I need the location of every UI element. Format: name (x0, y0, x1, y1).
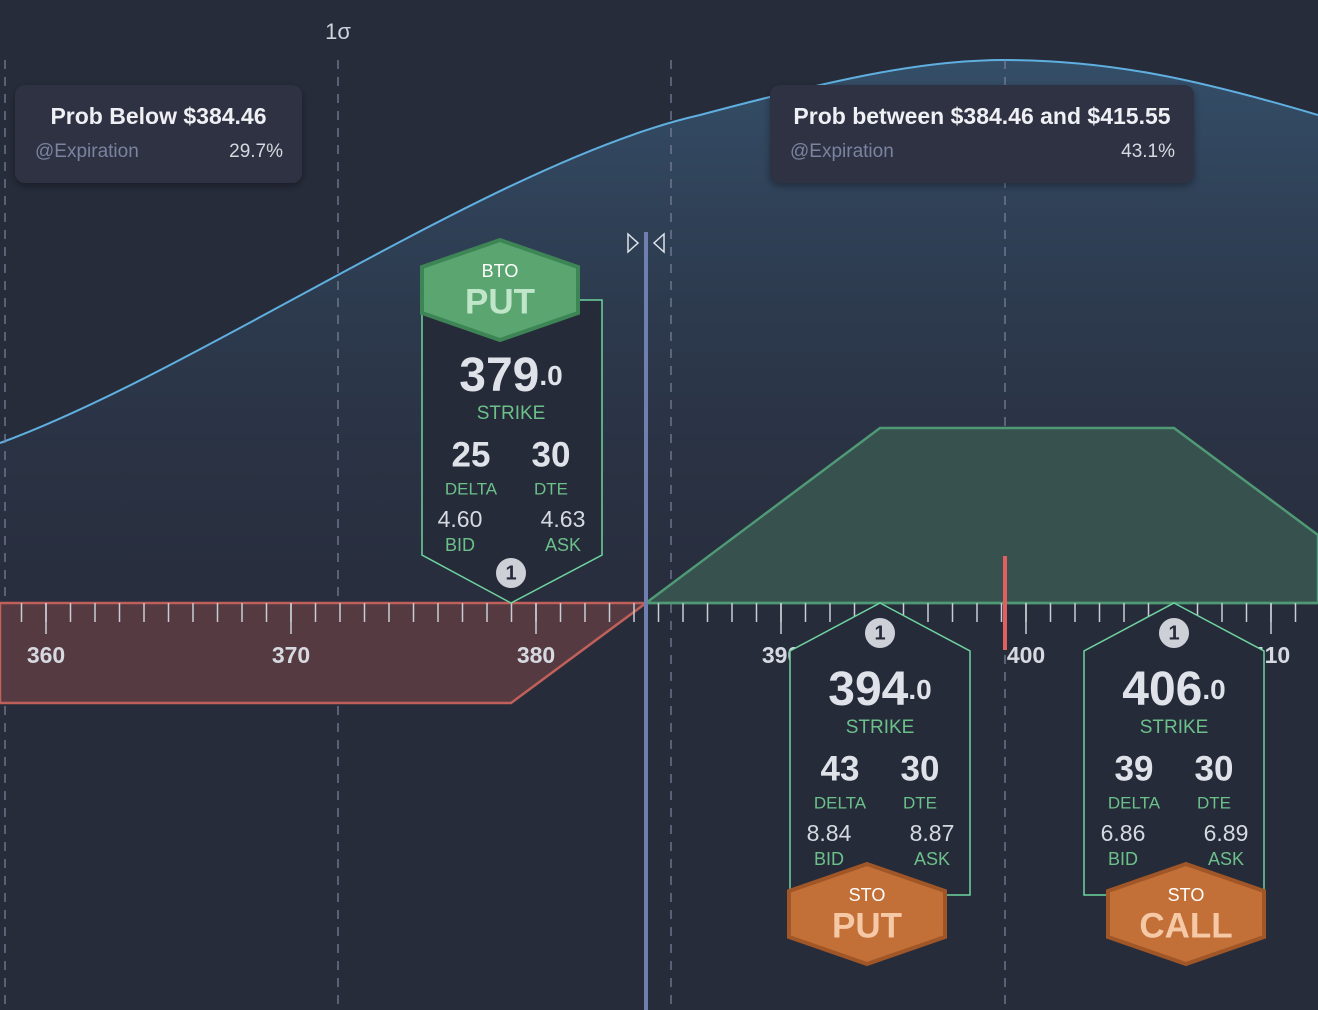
leg-action: STO (849, 885, 886, 905)
ask-label: ASK (545, 535, 581, 555)
strike: 394.0 (828, 663, 931, 716)
delta: 25 (452, 435, 491, 474)
box-value: 29.7% (229, 141, 283, 162)
delta: 39 (1115, 749, 1154, 788)
axis-label: 360 (27, 642, 65, 668)
probability-box: Prob Below $384.46 @Expiration 29.7% (15, 85, 302, 183)
leg-type: PUT (832, 906, 902, 945)
bid: 4.60 (438, 506, 483, 532)
dte-label: DTE (534, 479, 568, 498)
box-title: Prob between $384.46 and $415.55 (793, 103, 1170, 129)
dte: 30 (901, 749, 940, 788)
ask-label: ASK (1208, 849, 1244, 869)
qty: 1 (874, 622, 885, 644)
dte-label: DTE (1197, 793, 1231, 812)
strike-whole: 394 (828, 663, 908, 716)
sigma-lines (4, 60, 1006, 1010)
strike-whole: 406 (1122, 663, 1202, 716)
leg-action: BTO (482, 261, 519, 281)
qty: 1 (1168, 622, 1179, 644)
box-bg (15, 85, 302, 183)
strike-fraction: .0 (908, 674, 931, 705)
bid-label: BID (814, 849, 844, 869)
leg-header (420, 237, 580, 343)
bid: 6.86 (1101, 820, 1146, 846)
delta-label: DELTA (1108, 793, 1161, 812)
strike: 379.0 (459, 349, 562, 402)
bid-label: BID (445, 535, 475, 555)
dte-label: DTE (903, 793, 937, 812)
box-title: Prob Below $384.46 (50, 103, 266, 129)
strike-label: STRIKE (1140, 717, 1209, 738)
axis-label: 370 (272, 642, 310, 668)
strike-fraction: .0 (1202, 674, 1225, 705)
ask: 4.63 (541, 506, 586, 532)
leg-type: CALL (1139, 906, 1232, 945)
box-value: 43.1% (1121, 141, 1175, 162)
axis-label: 400 (1007, 642, 1045, 668)
strike-label: STRIKE (846, 717, 915, 738)
qty-badge (1157, 616, 1191, 650)
ask: 6.89 (1204, 820, 1249, 846)
strike-fraction: .0 (539, 360, 562, 391)
strike-whole: 379 (459, 349, 539, 402)
strike: 406.0 (1122, 663, 1225, 716)
dte: 30 (1195, 749, 1234, 788)
probability-box: Prob between $384.46 and $415.55 @Expirat… (770, 85, 1194, 183)
box-bg (770, 85, 1194, 183)
axis-ticks: 360 370 380 390 400 410 (20, 603, 1297, 668)
delta-label: DELTA (445, 479, 498, 498)
leg-action: STO (1168, 885, 1205, 905)
leg-header (787, 861, 947, 967)
qty-badge (494, 556, 528, 590)
leg-header (1106, 861, 1266, 967)
strike-label: STRIKE (477, 403, 546, 424)
qty: 1 (505, 562, 516, 584)
box-subtitle: @Expiration (790, 141, 894, 162)
box-subtitle: @Expiration (35, 141, 139, 162)
dte: 30 (532, 435, 571, 474)
handle-left[interactable] (627, 232, 640, 254)
leg-type: PUT (465, 282, 535, 321)
ask-label: ASK (914, 849, 950, 869)
qty-badge (863, 616, 897, 650)
bid-label: BID (1108, 849, 1138, 869)
delta: 43 (821, 749, 860, 788)
sigma-label: 1σ (325, 19, 351, 44)
handle-right[interactable] (652, 232, 665, 254)
axis-label: 380 (517, 642, 555, 668)
bid: 8.84 (807, 820, 852, 846)
ask: 8.87 (910, 820, 955, 846)
probability-boxes: Prob Below $384.46 @Expiration 29.7% Prob b… (15, 85, 1194, 183)
delta-label: DELTA (814, 793, 867, 812)
